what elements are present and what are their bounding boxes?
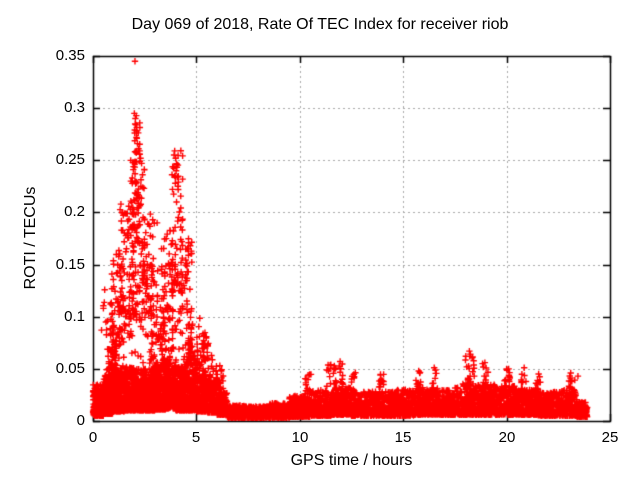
x-tick-label: 15 <box>394 429 412 446</box>
y-tick-label: 0.2 <box>64 203 85 220</box>
y-tick-label: 0.05 <box>55 360 85 377</box>
y-tick-label: 0.25 <box>55 151 85 168</box>
x-axis-label: GPS time / hours <box>290 452 413 469</box>
x-tick-label: 0 <box>88 429 98 446</box>
x-tick-label: 25 <box>601 429 619 446</box>
y-tick-label: 0.3 <box>64 99 85 116</box>
x-tick-label: 5 <box>191 429 201 446</box>
y-tick-label: 0.1 <box>64 308 85 325</box>
y-tick-label: 0 <box>76 412 85 429</box>
chart-title: Day 069 of 2018, Rate Of TEC Index for r… <box>131 16 509 33</box>
y-tick-label: 0.15 <box>55 256 85 273</box>
x-tick-label: 20 <box>498 429 516 446</box>
x-tick-label: 10 <box>291 429 309 446</box>
y-tick-label: 0.35 <box>55 47 85 64</box>
